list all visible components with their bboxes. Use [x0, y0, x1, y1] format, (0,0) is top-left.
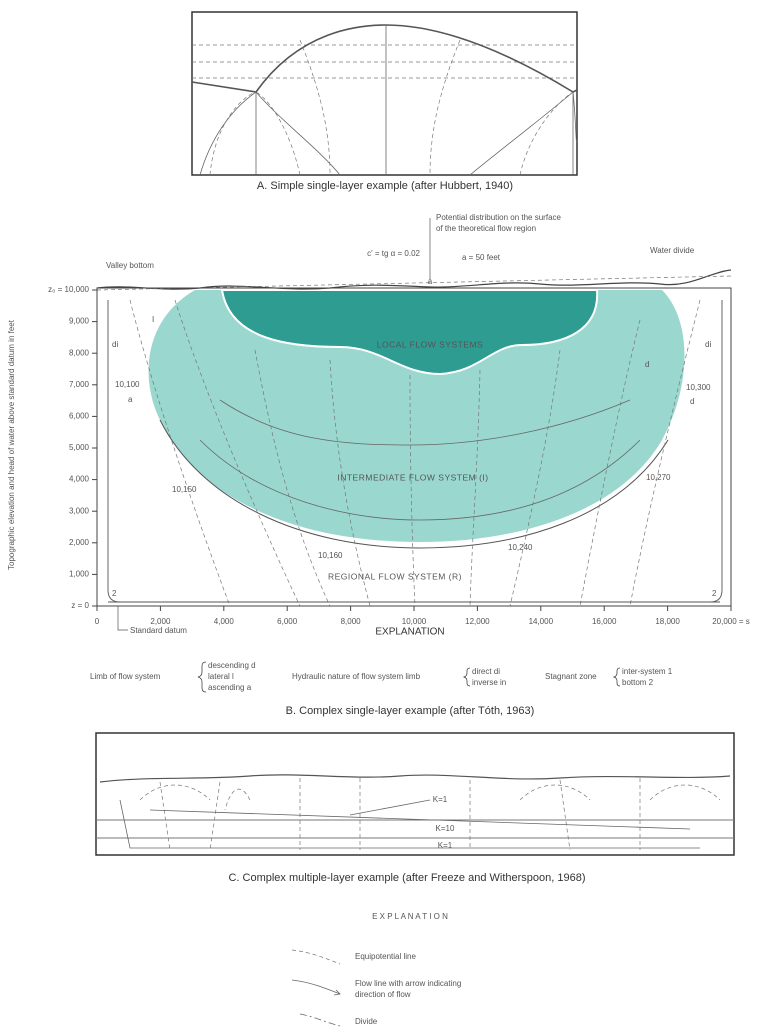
y-tick-label: 8,000	[69, 348, 90, 357]
small-label: d	[690, 397, 694, 406]
legend-item: ascending a	[208, 683, 252, 692]
explanation-heading: EXPLANATION	[375, 627, 444, 638]
legend-item: inverse in	[472, 678, 506, 687]
annotation: Potential distribution on the surface	[436, 213, 562, 222]
x-tick-label: 10,000	[402, 617, 427, 626]
small-label: 10,100	[115, 380, 140, 389]
caption: C. Complex multiple-layer example (after…	[228, 872, 585, 884]
small-label: 10,150	[172, 485, 197, 494]
y-tick-label: 6,000	[69, 412, 90, 421]
region-label: REGIONAL FLOW SYSTEM (R)	[328, 571, 462, 581]
y-tick-label: 2,000	[69, 538, 90, 547]
small-label: I	[152, 315, 154, 324]
small-label: di	[112, 340, 118, 349]
annotation: of the theoretical flow region	[436, 224, 536, 233]
small-label: 10,240	[508, 543, 533, 552]
y-axis-label: Topographic elevation and head of water …	[7, 319, 16, 570]
equipotential	[210, 40, 573, 175]
panel-a: A. Simple single-layer example (after Hu…	[192, 12, 577, 192]
layer-label: K=1	[438, 841, 453, 850]
panel-frame	[96, 733, 734, 855]
y-tick-label: 9,000	[69, 317, 90, 326]
x-tick-label: 4,000	[214, 617, 235, 626]
x-tick-label: 2,000	[150, 617, 171, 626]
annotation: c' = tg α = 0.02	[367, 249, 420, 258]
small-label: 2	[112, 589, 117, 598]
legend-title: Limb of flow system	[90, 672, 161, 681]
small-label: 2	[712, 589, 717, 598]
legend-item: descending d	[208, 661, 256, 670]
caption: B. Complex single-layer example (after T…	[286, 705, 535, 717]
legend-item: bottom 2	[622, 678, 654, 687]
explanation: E X P L A N A T I O N Equipotential line…	[292, 912, 461, 1026]
small-label: 10,270	[646, 473, 671, 482]
panel-c: K=1 K=10 K=1 C. Complex multiple-layer e…	[96, 733, 734, 884]
x-tick-label: 8,000	[341, 617, 362, 626]
legend-title: Hydraulic nature of flow system limb	[292, 672, 421, 681]
panel-b: Potential distribution on the surface of…	[7, 213, 750, 717]
water-table	[192, 25, 577, 92]
annotation: Standard datum	[130, 626, 187, 635]
annotation: Water divide	[650, 246, 695, 255]
flow-line	[200, 92, 577, 175]
small-label: 10,160	[318, 551, 343, 560]
explanation-item: Flow line with arrow indicating	[355, 979, 461, 988]
land-surface	[97, 270, 731, 289]
y-tick-label: z = 0	[71, 601, 89, 610]
symbol-equipotential	[292, 950, 340, 964]
x-tick-label: 0	[95, 617, 100, 626]
flow-line	[120, 800, 700, 848]
small-label: 10,300	[686, 383, 711, 392]
equipotential	[140, 778, 720, 850]
x-tick-label: 20,000 = s	[712, 617, 750, 626]
small-label: di	[705, 340, 711, 349]
symbol-divide	[300, 1014, 340, 1026]
x-tick-label: 6,000	[277, 617, 298, 626]
legend-item: lateral l	[208, 672, 234, 681]
y-tick-label: 4,000	[69, 475, 90, 484]
x-tick-label: 14,000	[529, 617, 554, 626]
legend-item: direct di	[472, 667, 500, 676]
caption: A. Simple single-layer example (after Hu…	[257, 180, 513, 192]
region-label: LOCAL FLOW SYSTEMS	[377, 339, 483, 349]
region-label: INTERMEDIATE FLOW SYSTEM (I)	[337, 472, 488, 482]
layer-label: K=1	[433, 795, 448, 804]
legend-title: Stagnant zone	[545, 672, 597, 681]
y-tick-label: 1,000	[69, 570, 90, 579]
symbol-flow	[292, 980, 340, 994]
legend-item: inter-system 1	[622, 667, 673, 676]
explanation-item: Equipotential line	[355, 952, 416, 961]
explanation-title: E X P L A N A T I O N	[372, 912, 448, 921]
layer-label: K=10	[436, 824, 455, 833]
y-tick-label: 3,000	[69, 506, 90, 515]
land-surface	[100, 775, 730, 782]
annotation: a	[428, 277, 433, 286]
explanation-item: Divide	[355, 1017, 378, 1026]
y-tick-label: 5,000	[69, 443, 90, 452]
panel-frame	[192, 12, 577, 175]
y-tick-label: 7,000	[69, 380, 90, 389]
leader	[118, 606, 128, 630]
annotation: Valley bottom	[106, 261, 154, 270]
figure: A. Simple single-layer example (after Hu…	[0, 0, 765, 1029]
explanation-item: direction of flow	[355, 990, 411, 999]
x-tick-label: 18,000	[655, 617, 680, 626]
small-label: a	[128, 395, 133, 404]
x-tick-label: 16,000	[592, 617, 617, 626]
annotation: a = 50 feet	[462, 253, 501, 262]
y-tick-label: z₀ = 10,000	[48, 285, 89, 294]
small-label: d	[645, 360, 649, 369]
x-tick-label: 12,000	[465, 617, 490, 626]
